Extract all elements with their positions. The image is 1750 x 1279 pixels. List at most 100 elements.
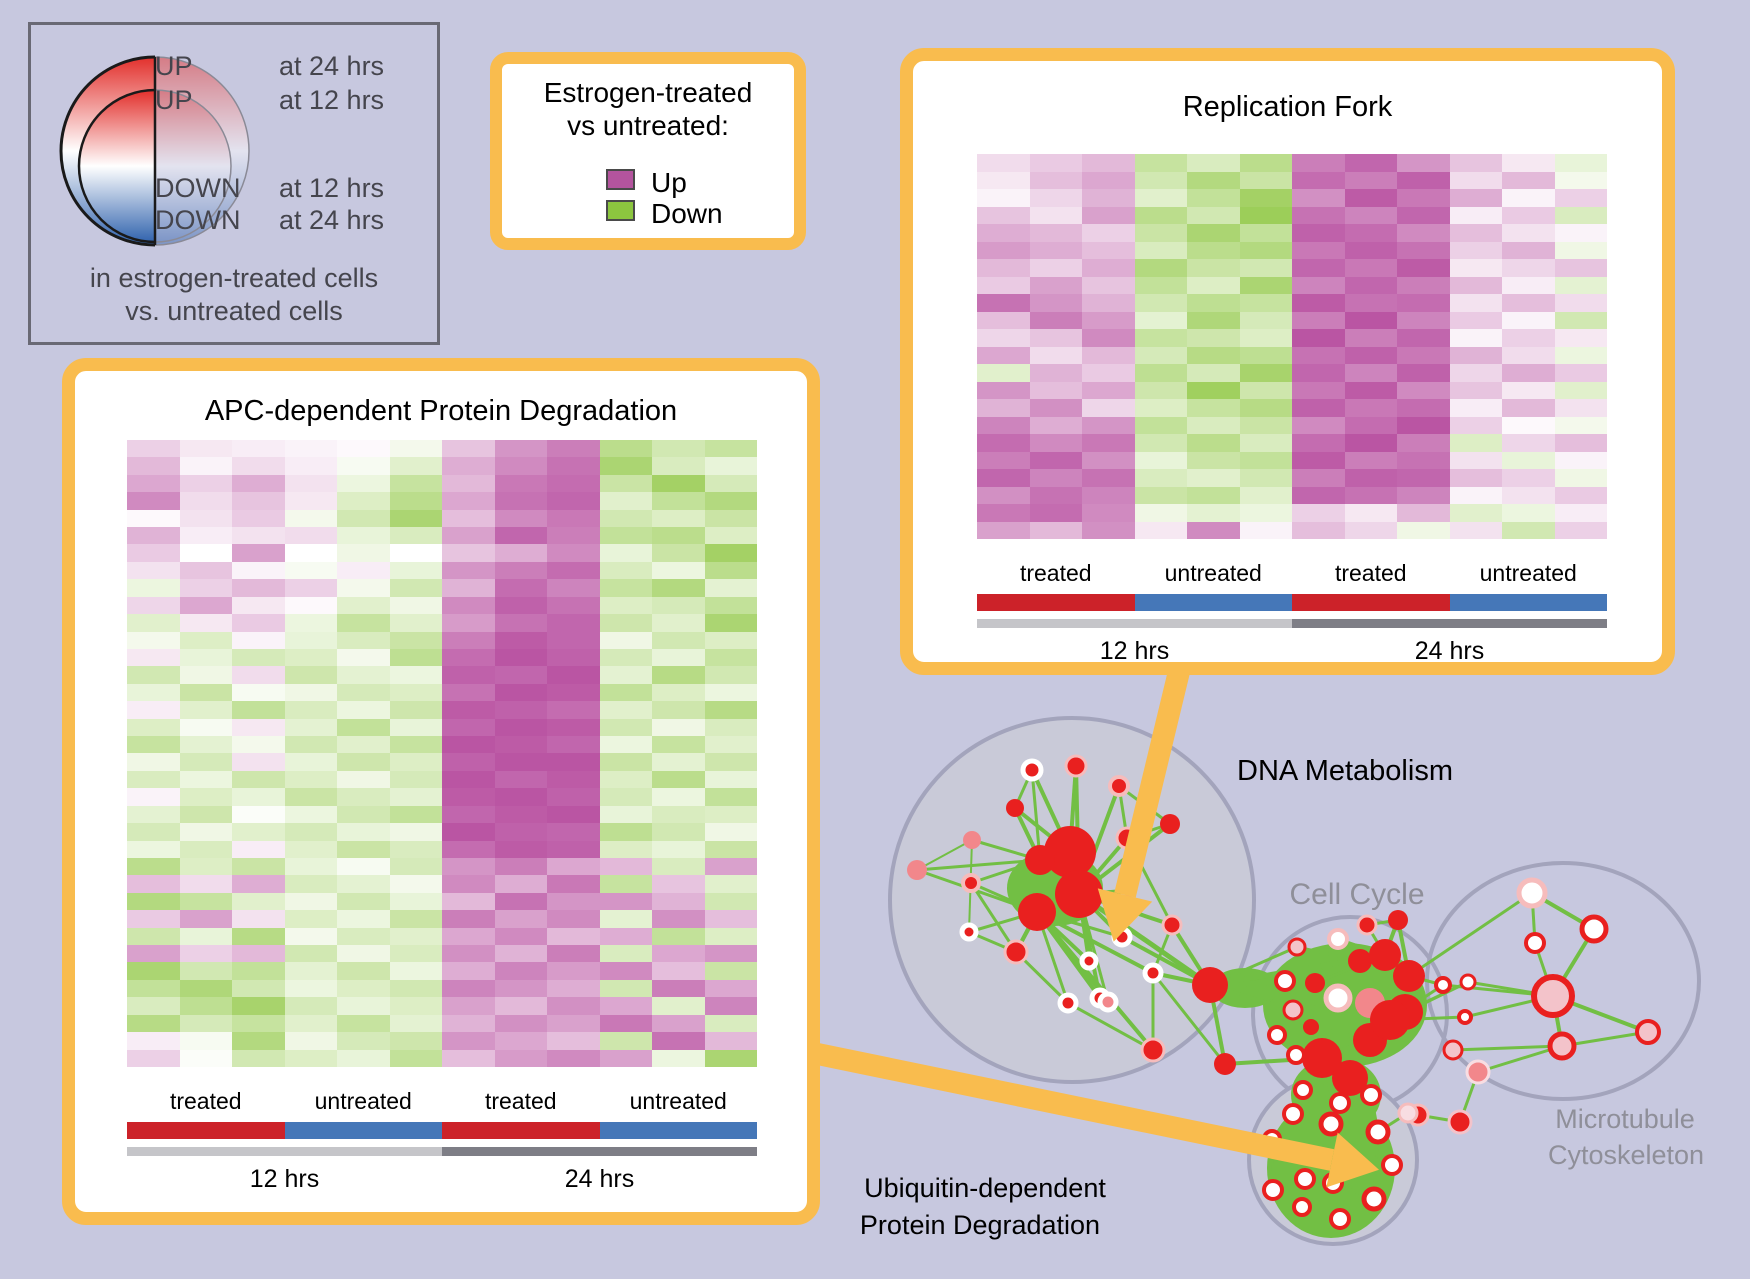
heatmap-cell xyxy=(179,561,232,580)
untreated-bar xyxy=(1449,594,1607,611)
heatmap-cell xyxy=(1397,154,1450,172)
network-node xyxy=(1305,973,1325,993)
heatmap-cell xyxy=(599,962,652,980)
heatmap-cell xyxy=(179,579,232,597)
heatmap-cell xyxy=(232,544,285,562)
heatmap-cell xyxy=(1029,189,1082,207)
heatmap-cell xyxy=(977,241,1030,259)
heatmap-cell xyxy=(1239,224,1292,242)
heatmap-cell xyxy=(284,492,337,510)
heatmap-cell xyxy=(977,364,1030,382)
treated-bar xyxy=(1292,594,1450,611)
rf-group-bars xyxy=(977,594,1607,611)
heatmap-cell xyxy=(127,805,180,824)
heatmap-cell xyxy=(1502,469,1555,487)
ring-gradient-glyph xyxy=(59,55,250,247)
heatmap-cell xyxy=(179,892,232,911)
heatmap-cell xyxy=(704,614,757,632)
network-edge xyxy=(1067,1001,1154,1052)
heatmap-cell xyxy=(1502,381,1555,399)
heatmap-cell xyxy=(127,997,180,1015)
heatmap-cell xyxy=(1449,451,1502,469)
heatmap-cell xyxy=(1029,381,1082,399)
heatmap-cell xyxy=(547,440,600,458)
heatmap-cell xyxy=(127,492,180,510)
heatmap-cell xyxy=(1449,276,1502,294)
heatmap-cell xyxy=(1187,416,1240,434)
network-node xyxy=(1579,914,1609,944)
rf-heatmap-wrap: treated untreated treated untreated 12 hrs 2… xyxy=(977,154,1607,666)
heatmap-cell xyxy=(1397,469,1450,487)
heatmap-cell xyxy=(179,979,232,998)
heatmap-cell xyxy=(599,527,652,545)
heatmap-cell xyxy=(179,457,232,475)
network-node xyxy=(1356,914,1378,936)
heatmap-cell xyxy=(284,927,337,946)
heatmap-cell xyxy=(127,788,180,806)
heatmap-cell xyxy=(284,457,337,475)
heatmap-cell xyxy=(1134,451,1187,469)
heatmap-cell xyxy=(704,666,757,684)
heatmap-cell xyxy=(1187,346,1240,364)
heatmap-cell xyxy=(127,823,180,841)
heatmap-cell xyxy=(547,544,600,562)
heatmap-cell xyxy=(442,544,495,562)
heatmap-cell xyxy=(547,1049,600,1067)
heatmap-cell xyxy=(442,440,495,458)
heatmap-cell xyxy=(494,544,547,562)
heatmap-cell xyxy=(1187,364,1240,382)
heatmap-cell xyxy=(1502,521,1555,539)
heatmap-cell xyxy=(284,823,337,841)
heatmap-cell xyxy=(547,823,600,841)
network-node xyxy=(963,831,981,849)
network-node xyxy=(1465,1059,1491,1085)
heatmap-cell xyxy=(337,631,390,649)
heatmap-cell xyxy=(599,788,652,806)
heatmap-cell xyxy=(1134,259,1187,277)
heatmap-cell xyxy=(1082,329,1135,347)
heatmap-cell xyxy=(389,857,442,876)
untreated-bar xyxy=(599,1122,757,1139)
heatmap-cell xyxy=(284,527,337,545)
heatmap-cell xyxy=(1029,416,1082,434)
heatmap-cell xyxy=(337,492,390,510)
heatmap-cell xyxy=(179,736,232,754)
heatmap-cell xyxy=(599,805,652,824)
replication-fork-panel: Replication Fork treated untreated treated… xyxy=(900,48,1675,675)
heatmap-cell xyxy=(494,805,547,824)
heatmap-cell xyxy=(1239,486,1292,504)
heatmap-cell xyxy=(179,753,232,771)
heatmap-cell xyxy=(599,718,652,737)
heatmap-cell xyxy=(1344,189,1397,207)
heatmap-cell xyxy=(599,440,652,458)
group-label: treated xyxy=(1334,560,1407,586)
heatmap-cell xyxy=(977,451,1030,469)
heatmap-cell xyxy=(704,770,757,789)
heatmap-cell xyxy=(1187,206,1240,224)
network-node xyxy=(1332,1060,1368,1096)
heatmap-cell xyxy=(1292,154,1345,172)
heatmap-cell xyxy=(442,910,495,928)
heatmap-cell xyxy=(1134,486,1187,504)
heatmap-cell xyxy=(337,614,390,632)
heatmap-cell xyxy=(547,701,600,719)
rf-time-labels: 12 hrs 24 hrs xyxy=(977,637,1607,666)
heatmap-cell xyxy=(1134,329,1187,347)
heatmap-cell xyxy=(547,457,600,475)
heatmap-cell xyxy=(442,579,495,597)
heatmap-cell xyxy=(1554,399,1607,417)
heatmap-cell xyxy=(1449,346,1502,364)
heatmap-cell xyxy=(1397,189,1450,207)
heatmap-cell xyxy=(337,857,390,876)
heatmap-cell xyxy=(1082,521,1135,539)
heatmap-cell xyxy=(442,927,495,946)
heatmap-cell xyxy=(652,736,705,754)
heatmap-cell xyxy=(1029,329,1082,347)
up-key-label: Up xyxy=(651,167,687,198)
heatmap-cell xyxy=(1239,276,1292,294)
heatmap-cell xyxy=(1344,206,1397,224)
heatmap-cell xyxy=(389,474,442,493)
heatmap-cell xyxy=(1134,276,1187,294)
heatmap-cell xyxy=(127,527,180,545)
heatmap-cell xyxy=(1029,154,1082,172)
